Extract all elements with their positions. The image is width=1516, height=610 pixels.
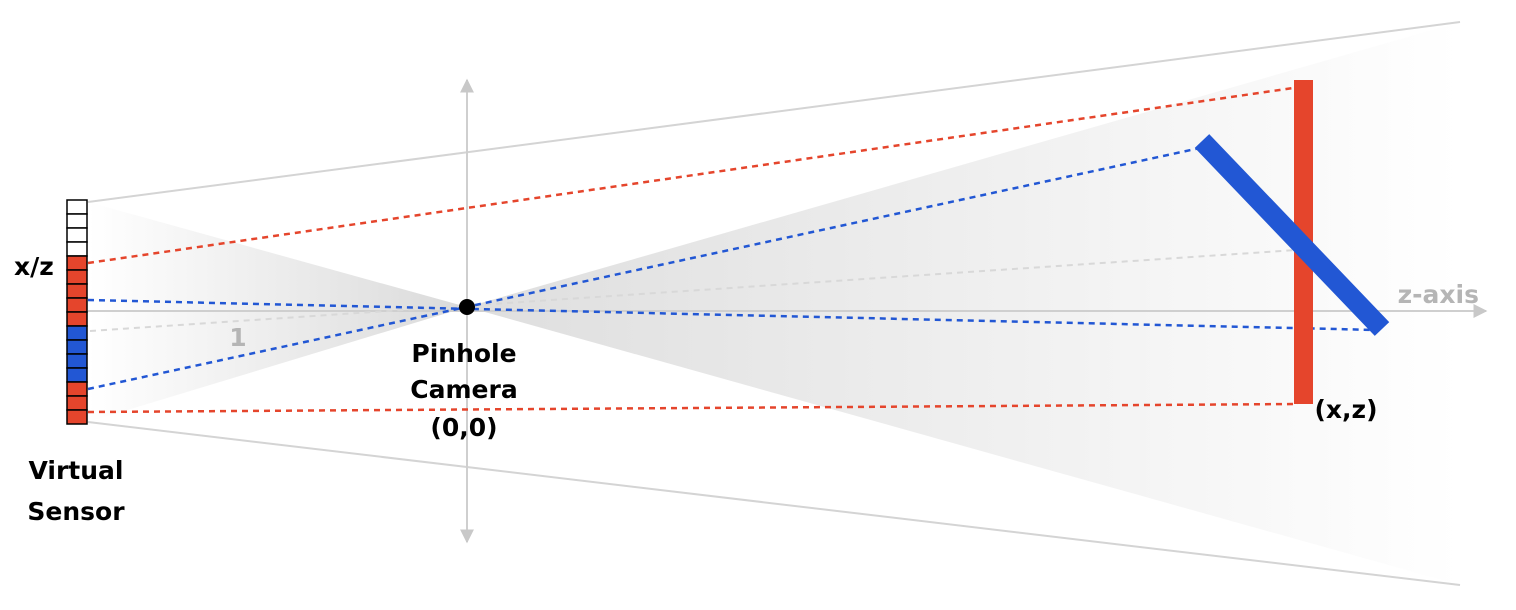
sensor-pixel-empty — [66, 227, 88, 243]
sensor-pixel-empty — [66, 241, 88, 257]
sensor-pixel-red — [66, 381, 88, 397]
sensor-pixel-empty — [66, 213, 88, 229]
sensor-pixel-blue — [66, 367, 88, 383]
camera-label-line2: Camera — [410, 375, 517, 404]
sensor-pixel-red — [66, 409, 88, 425]
sensor-coord-label: x/z — [14, 252, 54, 281]
sensor-pixel-red — [66, 395, 88, 411]
sensor-label-line2: Sensor — [27, 497, 125, 526]
sensor-pixel-blue — [66, 325, 88, 341]
sensor-pixel-red — [66, 255, 88, 271]
sensor-pixel-red — [66, 297, 88, 313]
sensor-pixel-red — [66, 283, 88, 299]
sensor-pixel-empty — [66, 199, 88, 215]
sensor-label-line1: Virtual — [29, 456, 124, 485]
pinhole-point — [459, 299, 475, 315]
blue-rays — [87, 146, 1378, 391]
camera-label-line1: Pinhole — [411, 339, 516, 368]
sensor-pixel-blue — [66, 353, 88, 369]
gray-ray — [89, 249, 1297, 332]
z-axis-label: z-axis — [1398, 280, 1479, 309]
red-rays — [87, 85, 1301, 414]
virtual-sensor — [66, 199, 88, 425]
frustum-edges — [87, 21, 1461, 586]
sensor-pixel-blue — [66, 339, 88, 355]
camera-label-line3: (0,0) — [430, 413, 497, 442]
blue-object — [1194, 134, 1390, 336]
unit-distance-label: 1 — [229, 323, 246, 352]
sensor-pixel-red — [66, 311, 88, 327]
point-label: (x,z) — [1314, 395, 1377, 424]
sensor-pixel-red — [66, 269, 88, 285]
